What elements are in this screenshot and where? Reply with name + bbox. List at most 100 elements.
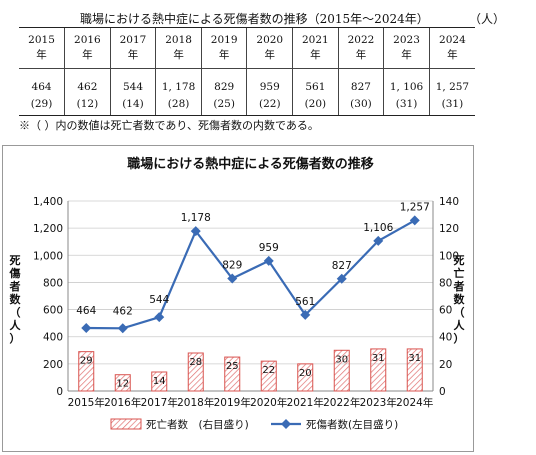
table-year: 2015 [28,34,55,46]
y-tick-left: 1,000 [33,250,63,262]
y-tick-right: 40 [439,332,452,344]
bar-data-label: 31 [408,353,421,364]
table-casualty-cell: 829 [200,68,247,93]
table-casualty-cell: 462 [64,68,111,93]
y-tick-right: 120 [439,223,459,235]
x-tick-label: 2024年 [396,396,433,409]
table-casualty-cell: 1, 257 [428,68,475,93]
table-note: ※（ ）内の数値は死亡者数であり、死傷者数の内数である。 [19,119,319,132]
bar-deaths [370,348,387,392]
table-year-cell: 2016 年 [64,27,111,69]
table-year-cell: 2019 年 [200,27,247,69]
table-year-suffix: 年 [264,49,276,61]
table-year-cell: 2015 年 [19,27,65,69]
y-tick-left: 200 [43,359,63,371]
table-year: 2021 [301,34,329,46]
line-data-label: 561 [295,296,315,308]
bar-deaths [151,371,168,392]
bar-data-label: 28 [189,357,202,368]
table-casualty-cell: 544 [109,68,156,93]
line-data-label: 462 [113,305,133,317]
y-tick-left: 0 [56,386,63,398]
table-year-cell: 2023 年 [383,27,430,69]
line-point-casualties [336,273,347,284]
table-casualty-cell: 464 [31,81,52,93]
legend-label-deaths: 死亡者数 (右目盛り) [146,418,249,431]
table-year: 2019 [210,34,238,46]
line-casualties [86,219,416,330]
line-point-casualties [300,309,311,320]
chart-svg: 職場における熱中症による死傷者数の推移02004006008001,0001,2… [9,156,466,431]
bar-deaths [224,356,241,392]
table-casualty-cell: 827 [337,68,384,93]
line-data-label: 544 [149,294,169,306]
line-point-casualties [81,323,92,334]
bar-deaths [78,351,95,392]
table-year-suffix: 年 [36,49,47,61]
bar-data-label: 22 [262,365,275,376]
table-year-cell: 2021 年 [292,27,339,69]
table-year-suffix: 年 [401,49,412,61]
x-tick-label: 2017年 [141,396,178,409]
table-year: 2016 [74,34,101,46]
table-year-cell: 2024 年 [428,27,475,69]
table-year-suffix: 年 [173,49,184,61]
table-death-cell: (20) [292,93,339,116]
x-tick-label: 2020年 [250,396,287,409]
bar-data-label: 12 [116,379,129,390]
table-casualty-cell: 561 [292,68,339,93]
table-year-cell: 2020 年 [246,27,293,69]
chart-title: 職場における熱中症による死傷者数の推移 [127,156,374,172]
table-death-cell: (14) [109,93,156,116]
table-title-row: 職場における熱中症による死傷者数の推移（2015年～2024年） （人） [0,8,536,28]
table-death-cell: (31) [428,93,475,116]
table-year: 2017 [119,34,147,46]
legend-label-casualties: 死傷者数(左目盛り) [306,418,398,431]
y-tick-left: 800 [43,277,63,289]
chart-container: 職場における熱中症による死傷者数の推移 0 200 400 600 800 1,000 1,2… [2,145,474,452]
bar-data-label: 30 [335,354,348,365]
x-tick-label: 2018年 [177,396,214,409]
y-tick-right: 20 [439,359,452,371]
table-unit: （人） [469,12,506,26]
line-data-label: 829 [222,259,242,271]
y-tick-right: 0 [439,386,446,398]
x-tick-label: 2023年 [360,396,397,409]
table-year: 2024 [439,34,466,46]
table-year-cell: 2022 年 [337,27,384,69]
table-year-cell: 2018 年 [155,27,202,69]
line-data-label: 959 [259,242,279,254]
line-point-casualties [190,226,201,237]
line-point-casualties [263,255,274,266]
table-death-cell: (28) [155,93,202,116]
bar-data-label: 29 [80,356,93,367]
table-death-cell: (30) [337,93,384,116]
x-tick-label: 2015年 [68,396,105,409]
table-death-cell: (12) [64,93,111,116]
line-point-casualties [154,312,165,323]
table-death-cell: (25) [200,93,247,116]
table-year-suffix: 年 [310,49,321,61]
y-axis-label-left: 死傷者数（人） [9,254,22,345]
bar-deaths [260,360,277,392]
table-year-suffix: 年 [82,49,93,61]
table-casualty-cell: 1, 106 [383,68,430,93]
table-death-cell: (22) [246,93,293,116]
line-data-label: 464 [76,305,96,317]
y-tick-right: 80 [439,277,452,289]
table-year-suffix: 年 [447,49,458,61]
x-tick-label: 2016年 [104,396,141,409]
table-casualty-row: 464 462 544 1, 178 829 959 561 827 1, 106 1, 257 [19,68,475,93]
y-tick-right: 100 [439,250,459,262]
bar-deaths [406,348,423,392]
y-tick-left: 1,400 [33,196,63,208]
table-year-suffix: 年 [218,49,230,61]
table-year-suffix: 年 [127,49,139,61]
line-data-label: 827 [332,260,352,272]
line-data-label: 1,257 [400,201,430,213]
table-year: 2018 [165,34,192,46]
y-tick-left: 400 [43,332,63,344]
y-axis-label-right: 死亡者数（人） [453,254,466,345]
table-casualty-cell: 1, 178 [155,68,202,93]
y-tick-right: 140 [439,196,459,208]
